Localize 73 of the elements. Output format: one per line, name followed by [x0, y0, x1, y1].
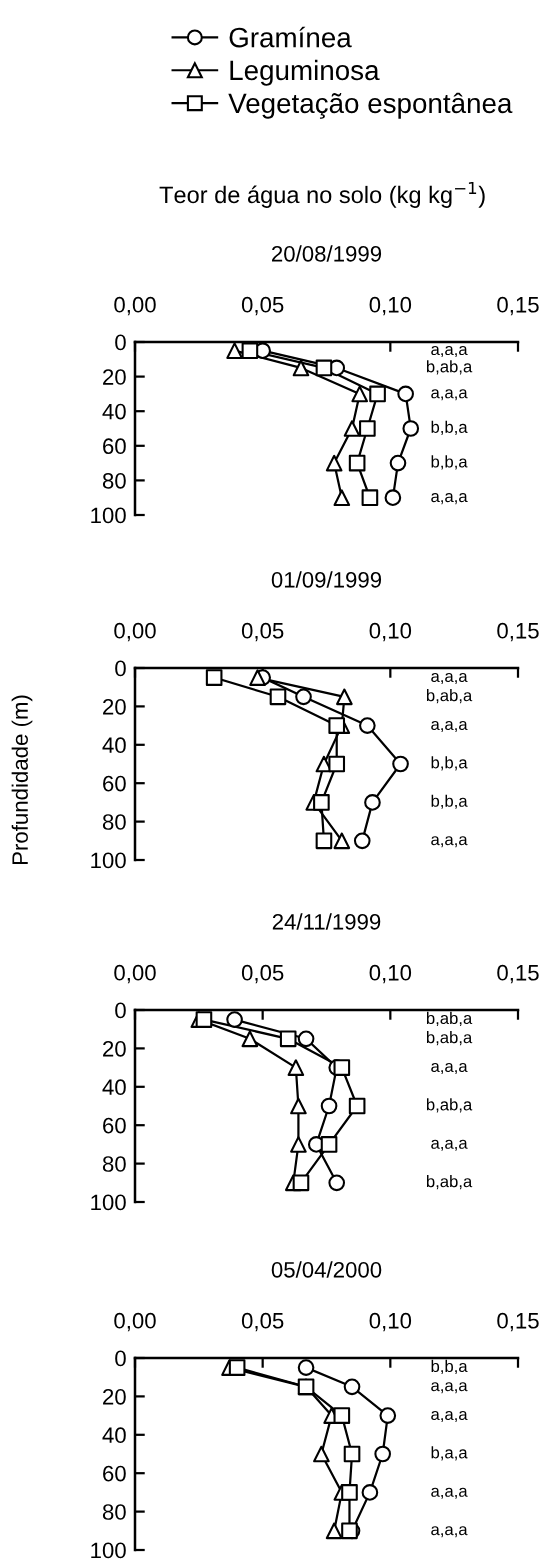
y-tick-label: 100 — [91, 852, 126, 869]
x-tick-label: 0,05 — [241, 1312, 284, 1332]
y-tick-label: 100 — [91, 1194, 126, 1211]
y-tick-label: 80 — [102, 1504, 126, 1520]
y-tick-label: 0 — [115, 334, 126, 351]
annotation: a,a,a — [431, 1487, 468, 1499]
x-tick-label: 0,15 — [497, 296, 539, 316]
annotation: b,b,a — [431, 455, 468, 470]
annotation: a,a,a — [431, 1062, 468, 1075]
x-tick-label: 0,10 — [369, 1312, 412, 1332]
x-tick-label: 0,10 — [369, 964, 412, 984]
y-tick-label: 60 — [103, 1117, 126, 1134]
x-tick-label: 0,05 — [241, 622, 284, 642]
y-tick-label: 0 — [115, 660, 126, 677]
annotation: a,a,a — [431, 836, 468, 848]
annotation: b,ab,a — [426, 1175, 473, 1190]
y-axis-title: Profundidade (m) — [11, 695, 33, 865]
legend-label: Leguminosa — [230, 59, 380, 86]
x-tick-label: 0,15 — [497, 964, 539, 984]
legend-label: Gramínea — [229, 26, 352, 48]
y-tick-label: 100 — [91, 507, 126, 524]
legend-label: Vegetação espontânea — [228, 92, 513, 119]
annotation: b,ab,a — [426, 1031, 473, 1046]
y-tick-label: 20 — [103, 1388, 126, 1405]
annotation: b,ab,a — [426, 689, 473, 704]
y-tick-label: 40 — [102, 737, 126, 754]
y-tick-label: 80 — [102, 1156, 126, 1172]
y-tick-label: 20 — [103, 698, 126, 715]
annotation: a,a,a — [431, 345, 468, 358]
x-tick-label: 0,10 — [369, 296, 412, 316]
annotation: a,a,a — [431, 1410, 468, 1423]
annotation: a,a,a — [431, 672, 468, 685]
annotation: b,a,a — [431, 1446, 468, 1461]
y-tick-label: 80 — [102, 814, 126, 830]
chart-title: 24/11/1999 — [272, 913, 381, 930]
y-tick-label: 40 — [102, 1079, 126, 1096]
x-tick-label: 0,00 — [114, 622, 156, 642]
y-tick-label: 0 — [115, 1002, 126, 1019]
y-tick-label: 80 — [102, 472, 126, 489]
annotation: a,a,a — [431, 1382, 468, 1394]
annotation: a,a,a — [431, 389, 468, 401]
annotation: a,a,a — [431, 720, 468, 733]
annotation: a,a,a — [431, 493, 468, 505]
y-tick-label: 60 — [103, 1465, 126, 1482]
x-tick-label: 0,05 — [241, 964, 284, 984]
annotation: b,ab,a — [426, 360, 473, 375]
y-tick-label: 100 — [91, 1542, 126, 1559]
y-tick-label: 0 — [115, 1350, 126, 1367]
x-tick-label: 0,00 — [114, 1312, 156, 1332]
x-tick-label: 0,05 — [241, 296, 284, 316]
y-tick-label: 40 — [102, 1427, 126, 1444]
chart-title: 05/04/2000 — [271, 1261, 382, 1278]
y-tick-label: 20 — [103, 1040, 126, 1057]
annotation: b,b,a — [431, 794, 468, 809]
annotation: b,b,a — [431, 1359, 468, 1375]
x-tick-label: 0,15 — [497, 1312, 539, 1332]
chart-title: 01/09/1999 — [271, 571, 382, 588]
y-tick-label: 40 — [102, 403, 126, 420]
annotation: b,b,a — [431, 756, 468, 771]
annotation: a,a,a — [431, 1526, 468, 1538]
annotation: b,ab,a — [426, 1098, 473, 1113]
y-tick-label: 20 — [103, 369, 126, 385]
annotation: b,ab,a — [426, 1011, 473, 1027]
x-tick-label: 0,00 — [114, 964, 156, 984]
y-tick-label: 60 — [103, 775, 126, 792]
y-tick-label: 60 — [103, 438, 126, 455]
chart-title: 20/08/1999 — [272, 245, 382, 262]
x-tick-label: 0,10 — [369, 622, 412, 642]
annotation: b,b,a — [431, 420, 468, 435]
x-tick-label: 0,15 — [497, 622, 539, 642]
annotation: a,a,a — [431, 1139, 468, 1151]
x-axis-title: Teor de água no solo (kg kg$^{−1}$) — [159, 181, 485, 208]
x-tick-label: 0,00 — [114, 296, 156, 316]
